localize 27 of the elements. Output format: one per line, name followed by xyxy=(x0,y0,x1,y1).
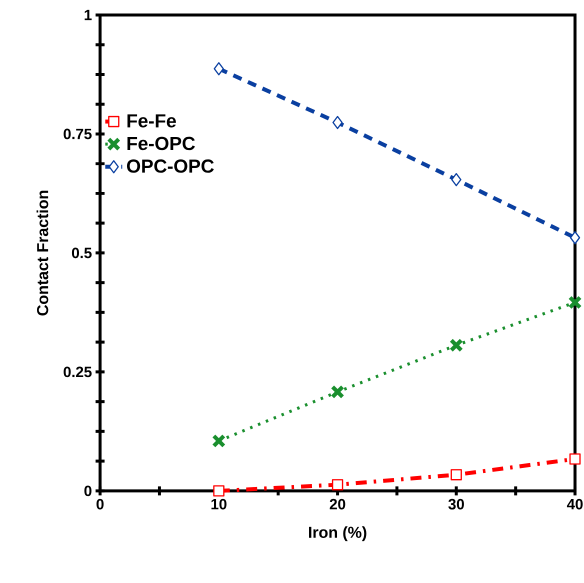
legend-label: Fe-Fe xyxy=(127,114,176,128)
point xyxy=(451,173,462,186)
point xyxy=(332,479,344,491)
legend-label: OPC-OPC xyxy=(126,160,214,173)
x-tick-label: 30 xyxy=(448,499,464,510)
y-tick-label: 0.25 xyxy=(64,366,92,378)
point xyxy=(450,469,462,481)
point xyxy=(570,231,580,244)
y-tick-label: 1 xyxy=(84,10,92,20)
point xyxy=(213,485,224,497)
y-tick-label: 0 xyxy=(84,486,92,496)
point xyxy=(332,116,343,130)
x-tick-label: 0 xyxy=(96,499,104,510)
y-axis-title: Contact Fraction xyxy=(36,190,48,316)
x-tick-label: 20 xyxy=(330,499,346,510)
point xyxy=(569,454,581,465)
x-axis-title: Iron (%) xyxy=(309,526,366,542)
x-tick-label: 40 xyxy=(566,499,583,510)
point xyxy=(214,62,224,76)
y-tick-label: 0.75 xyxy=(64,128,92,140)
point xyxy=(212,434,226,448)
x-tick-label: 10 xyxy=(211,499,226,510)
y-tick-label: 0.5 xyxy=(72,248,92,258)
point xyxy=(449,338,464,352)
point xyxy=(568,296,582,310)
point xyxy=(330,385,344,399)
legend-label: Fe-OPC xyxy=(127,136,195,150)
